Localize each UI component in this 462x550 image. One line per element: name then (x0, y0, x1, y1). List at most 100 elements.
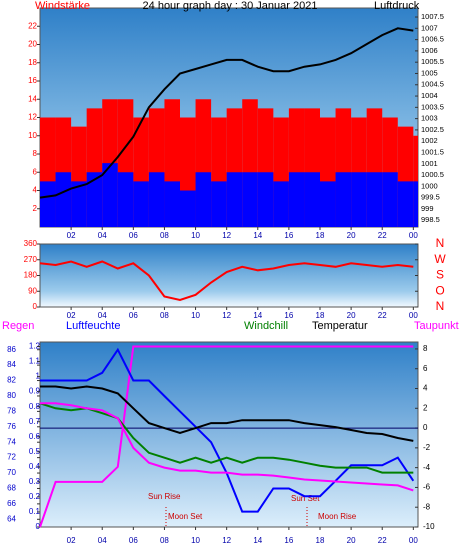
y-tick-label: 0.6 (29, 432, 41, 441)
y2-tick-label: 2 (423, 403, 428, 412)
bar (273, 181, 289, 227)
y2-tick-label: 6 (423, 364, 428, 373)
bar (335, 172, 352, 227)
bar (55, 172, 72, 227)
x-tick-label: 06 (129, 311, 138, 320)
annotation: Moon Rise (318, 512, 357, 521)
bar (40, 181, 56, 227)
bar (195, 172, 212, 227)
y2-tick-label: S (436, 268, 444, 282)
x-tick-label: 08 (160, 311, 169, 320)
x-tick-label: 18 (316, 231, 325, 240)
y2-tick-label: 1007 (421, 23, 438, 32)
panel-bg (39, 243, 419, 308)
x-tick-label: 06 (129, 231, 138, 240)
annotation: Moon Set (168, 512, 203, 521)
x-tick-label: 14 (253, 311, 262, 320)
y2-tick-label: 1003 (421, 114, 438, 123)
bar (226, 172, 243, 227)
y3-tick-label: 72 (7, 453, 16, 462)
x-tick-label: 22 (378, 311, 387, 320)
y2-tick-label: 1003.5 (421, 102, 444, 111)
y3-tick-label: 84 (7, 360, 16, 369)
x-tick-label: 00 (409, 311, 418, 320)
x-tick-label: 00 (409, 536, 418, 545)
x-tick-label: 12 (222, 311, 231, 320)
y2-tick-label: W (434, 252, 446, 266)
bar (148, 172, 165, 227)
bar (382, 172, 398, 227)
y3-tick-label: 76 (7, 422, 16, 431)
x-tick-label: 16 (284, 311, 293, 320)
y-label: Windstärke (35, 0, 90, 12)
y2-tick-label: N (436, 299, 445, 313)
x-tick-label: 10 (191, 536, 200, 545)
y-tick-label: 2 (33, 204, 38, 213)
y2-tick-label: 1007.5 (421, 12, 444, 21)
y2-tick-label: 1006.5 (421, 35, 444, 44)
x-tick-label: 22 (378, 536, 387, 545)
y-tick-label: 360 (24, 239, 38, 248)
y3-tick-label: 68 (7, 484, 16, 493)
y3-tick-label: 86 (7, 345, 16, 354)
x-tick-label: 08 (160, 536, 169, 545)
y-tick-label: 18 (28, 58, 37, 67)
y2-tick-label: 998.5 (421, 215, 440, 224)
y2-tick-label: 999 (421, 204, 434, 213)
y2-tick-label: 1005.5 (421, 57, 444, 66)
y-tick-label: 14 (28, 94, 37, 103)
y-tick-label: 1.2 (29, 342, 41, 351)
bar (413, 181, 418, 227)
y2-tick-label: 1002.5 (421, 125, 444, 134)
x-tick-label: 10 (191, 231, 200, 240)
y3-tick-label: 82 (7, 376, 16, 385)
y-tick-label: 270 (24, 255, 38, 264)
x-tick-label: 16 (284, 536, 293, 545)
legend-label: Temperatur (312, 320, 368, 332)
bar (211, 181, 227, 227)
series-line (39, 402, 414, 474)
y-tick-label: 0.5 (29, 447, 41, 456)
x-tick-label: 04 (98, 536, 107, 545)
x-tick-label: 08 (160, 231, 169, 240)
series-line (40, 385, 414, 442)
y-tick-label: 16 (28, 76, 37, 85)
y2-tick-label: -2 (423, 443, 431, 452)
y-tick-label: 4 (33, 186, 38, 195)
y3-tick-label: 64 (7, 514, 16, 523)
bar (366, 172, 383, 227)
legend-label: Regen (2, 320, 34, 332)
y2-tick-label: 1006 (421, 46, 438, 55)
y3-tick-label: 80 (7, 391, 16, 400)
y2-tick-label: 1004.5 (421, 80, 444, 89)
y2-tick-label: 4 (423, 384, 428, 393)
y2-tick-label: 1002 (421, 136, 438, 145)
y-tick-label: 22 (28, 21, 37, 30)
y-tick-label: 180 (24, 271, 38, 280)
y-tick-label: 0.8 (29, 402, 41, 411)
bar (133, 181, 149, 227)
y-tick-label: 0.9 (29, 387, 41, 396)
x-tick-label: 14 (253, 231, 262, 240)
x-tick-label: 02 (67, 231, 76, 240)
y2-tick-label: N (436, 236, 445, 250)
y3-tick-label: 70 (7, 468, 16, 477)
y2-tick-label: 0 (423, 423, 428, 432)
x-tick-label: 00 (409, 231, 418, 240)
y-tick-label: 0.2 (29, 492, 41, 501)
y-tick-label: 0.3 (29, 477, 41, 486)
y-tick-label: 12 (28, 113, 37, 122)
y2-tick-label: 1000 (421, 181, 438, 190)
bar (102, 163, 118, 227)
x-tick-label: 02 (67, 536, 76, 545)
x-tick-label: 02 (67, 311, 76, 320)
series-line (39, 260, 414, 302)
x-tick-label: 10 (191, 311, 200, 320)
bar (86, 172, 103, 227)
y2-tick-label: 999.5 (421, 193, 440, 202)
y-tick-label: 20 (28, 40, 37, 49)
x-tick-label: 04 (98, 231, 107, 240)
x-tick-label: 18 (316, 311, 325, 320)
y3-tick-label: 74 (7, 437, 16, 446)
bar (117, 172, 134, 227)
